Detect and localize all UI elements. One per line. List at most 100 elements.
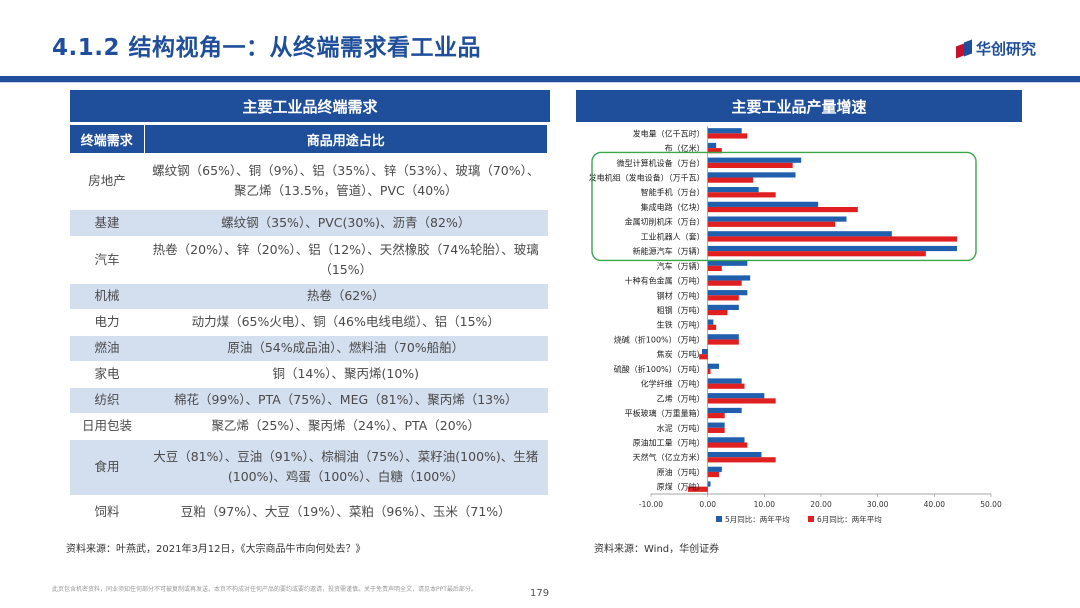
chart-bar [707, 319, 714, 325]
chart-bar [707, 471, 719, 478]
category-label: 发电量（亿千瓦时） [633, 128, 705, 138]
chart-bar [707, 422, 725, 428]
chart-bar [707, 192, 776, 198]
x-tick-label: 0.00 [699, 500, 716, 509]
chart-bar [707, 304, 739, 310]
chart-bar [707, 407, 742, 414]
table-row: 机械 热卷（62%） [70, 283, 548, 310]
end-demand-cell: 房地产 [70, 153, 144, 210]
chart-bar [707, 334, 739, 340]
logo-mark-icon [956, 39, 972, 58]
table-row: 纺织 棉花（99%）、PTA（75%）、MEG（81%）、聚丙烯（13%） [70, 387, 548, 414]
end-demand-cell: 汽车 [70, 236, 144, 284]
category-label: 焦炭（万吨） [657, 349, 705, 359]
table-row: 燃油 原油（54%成品油）、燃料油（70%船舶） [70, 335, 548, 362]
chart-bar [687, 486, 708, 492]
chart-bar [707, 363, 719, 369]
x-tick-label: 20.00 [810, 500, 832, 509]
chart-bar [707, 177, 753, 183]
usage-share-cell: 螺纹钢（35%）、PVC(30%)、沥青（82%） [144, 209, 548, 237]
table-row: 饲料 豆粕（97%）、大豆（19%）、菜粕（96%）、玉米（71%） [70, 495, 548, 530]
end-demand-cell: 基建 [70, 209, 144, 237]
logo-text: 华创研究 [976, 40, 1037, 58]
usage-share-cell: 棉花（99%）、PTA（75%）、MEG（81%）、聚丙烯（13%） [144, 387, 548, 414]
chart-bar [707, 393, 765, 399]
legend-swatch [808, 516, 814, 522]
legend-label: 5月同比：两年平均 [725, 514, 790, 524]
chart-bar [707, 452, 762, 458]
table-header-usage-share: 商品用途占比 [144, 125, 548, 153]
usage-share-cell: 原油（54%成品油）、燃料油（70%船舶） [144, 335, 548, 362]
usage-share-cell: 螺纹钢（65%）、铜（9%）、铝（35%）、锌（53%）、玻璃（70%）、聚乙烯… [144, 153, 548, 210]
category-label: 发电机组（发电设备）（万千瓦） [589, 173, 705, 183]
chart-bar [707, 265, 722, 272]
end-demand-cell: 家电 [70, 361, 144, 388]
chart-bar [707, 275, 751, 281]
production-growth-chart: -10.00 0.00 10.00 20.00 30.00 40.00 50.00 发电量（亿… [589, 126, 1002, 524]
page-number: 179 [530, 588, 550, 599]
category-label: 布（亿米） [665, 143, 705, 153]
category-label: 水泥（万吨） [657, 423, 705, 433]
category-label: 新能源汽车（万辆） [633, 246, 705, 256]
chart-bar [707, 339, 739, 345]
category-label: 原油加工量（万吨） [633, 437, 705, 447]
x-tick-label: 30.00 [867, 500, 889, 509]
chart-bar [707, 157, 802, 163]
table-header-end-demand: 终端需求 [70, 125, 145, 153]
page-title: 4.1.2 结构视角一：从终端需求看工业品 [52, 35, 481, 61]
end-demand-cell: 机械 [70, 283, 144, 310]
chart-bar [707, 310, 728, 316]
chart-bar [707, 290, 748, 296]
chart-bar [707, 133, 748, 139]
chart-bar [707, 231, 892, 237]
usage-share-cell: 大豆（81%）、豆油（91%）、棕榈油（75%）、菜籽油(100%)、生猪(10… [144, 439, 548, 496]
table-source: 资料来源：叶燕武，2021年3月12日，《大宗商品牛市向何处去？》 [66, 544, 366, 555]
category-label: 工业机器人（套） [641, 231, 705, 241]
header-divider-light [0, 82, 1080, 83]
chart-bar [707, 295, 739, 301]
chart-bar [707, 201, 819, 207]
chart-bar [707, 172, 796, 178]
chart-bar [707, 236, 957, 242]
usage-share-cell: 豆粕（97%）、大豆（19%）、菜粕（96%）、玉米（71%） [144, 495, 548, 530]
table-title: 主要工业品终端需求 [70, 90, 550, 122]
chart-bar [707, 437, 745, 443]
chart-bar [707, 383, 745, 389]
category-label: 十种有色金属（万吨） [625, 276, 705, 286]
chart-bar [707, 251, 926, 257]
highlight-box [591, 151, 977, 262]
table-row: 电力 动力煤（65%火电）、铜（46%电线电缆）、铝（15%） [70, 309, 548, 336]
end-demand-cell: 食用 [70, 439, 144, 496]
chart-bar [707, 280, 742, 286]
chart-title: 主要工业品产量增速 [576, 90, 1022, 122]
table-row: 房地产 螺纹钢（65%）、铜（9%）、铝（35%）、锌（53%）、玻璃（70%）、… [70, 153, 548, 210]
chart-bar [707, 398, 776, 404]
category-label: 智能手机（万台） [641, 187, 705, 197]
chart-bar [707, 466, 722, 472]
chart-bar [707, 442, 748, 448]
chart-bar [707, 457, 776, 463]
category-label: 天然气（亿立方米） [633, 452, 705, 462]
category-label: 粗钢（万吨） [657, 305, 705, 315]
x-tick-label: 40.00 [924, 500, 946, 509]
category-label: 微型计算机设备（万台） [617, 158, 705, 168]
chart-source: 资料来源：Wind，华创证券 [594, 544, 720, 555]
chart-bar [707, 481, 711, 487]
chart-bar [707, 162, 793, 168]
category-label: 烧碱（折100%）（万吨） [614, 334, 705, 344]
chart-bar [707, 206, 858, 213]
end-demand-table: 终端需求 商品用途占比 房地产 螺纹钢（65%）、铜（9%）、铝（35%）、锌（5… [70, 125, 548, 530]
usage-share-cell: 聚乙烯（25%）、聚丙烯（24%）、PTA（20%） [144, 413, 548, 440]
chart-bar [707, 324, 717, 330]
end-demand-cell: 日用包装 [70, 413, 144, 440]
category-label: 平板玻璃（万重量箱） [625, 408, 705, 418]
category-label: 生铁（万吨） [657, 320, 705, 330]
chart-bar [707, 368, 711, 375]
x-tick-label: 50.00 [980, 500, 1002, 509]
chart-bar [707, 413, 725, 419]
usage-share-cell: 动力煤（65%火电）、铜（46%电线电缆）、铝（15%） [144, 309, 548, 336]
legend-swatch [716, 516, 722, 522]
chart-bar [707, 427, 725, 433]
chart-bar [707, 148, 722, 154]
end-demand-cell: 电力 [70, 309, 144, 336]
